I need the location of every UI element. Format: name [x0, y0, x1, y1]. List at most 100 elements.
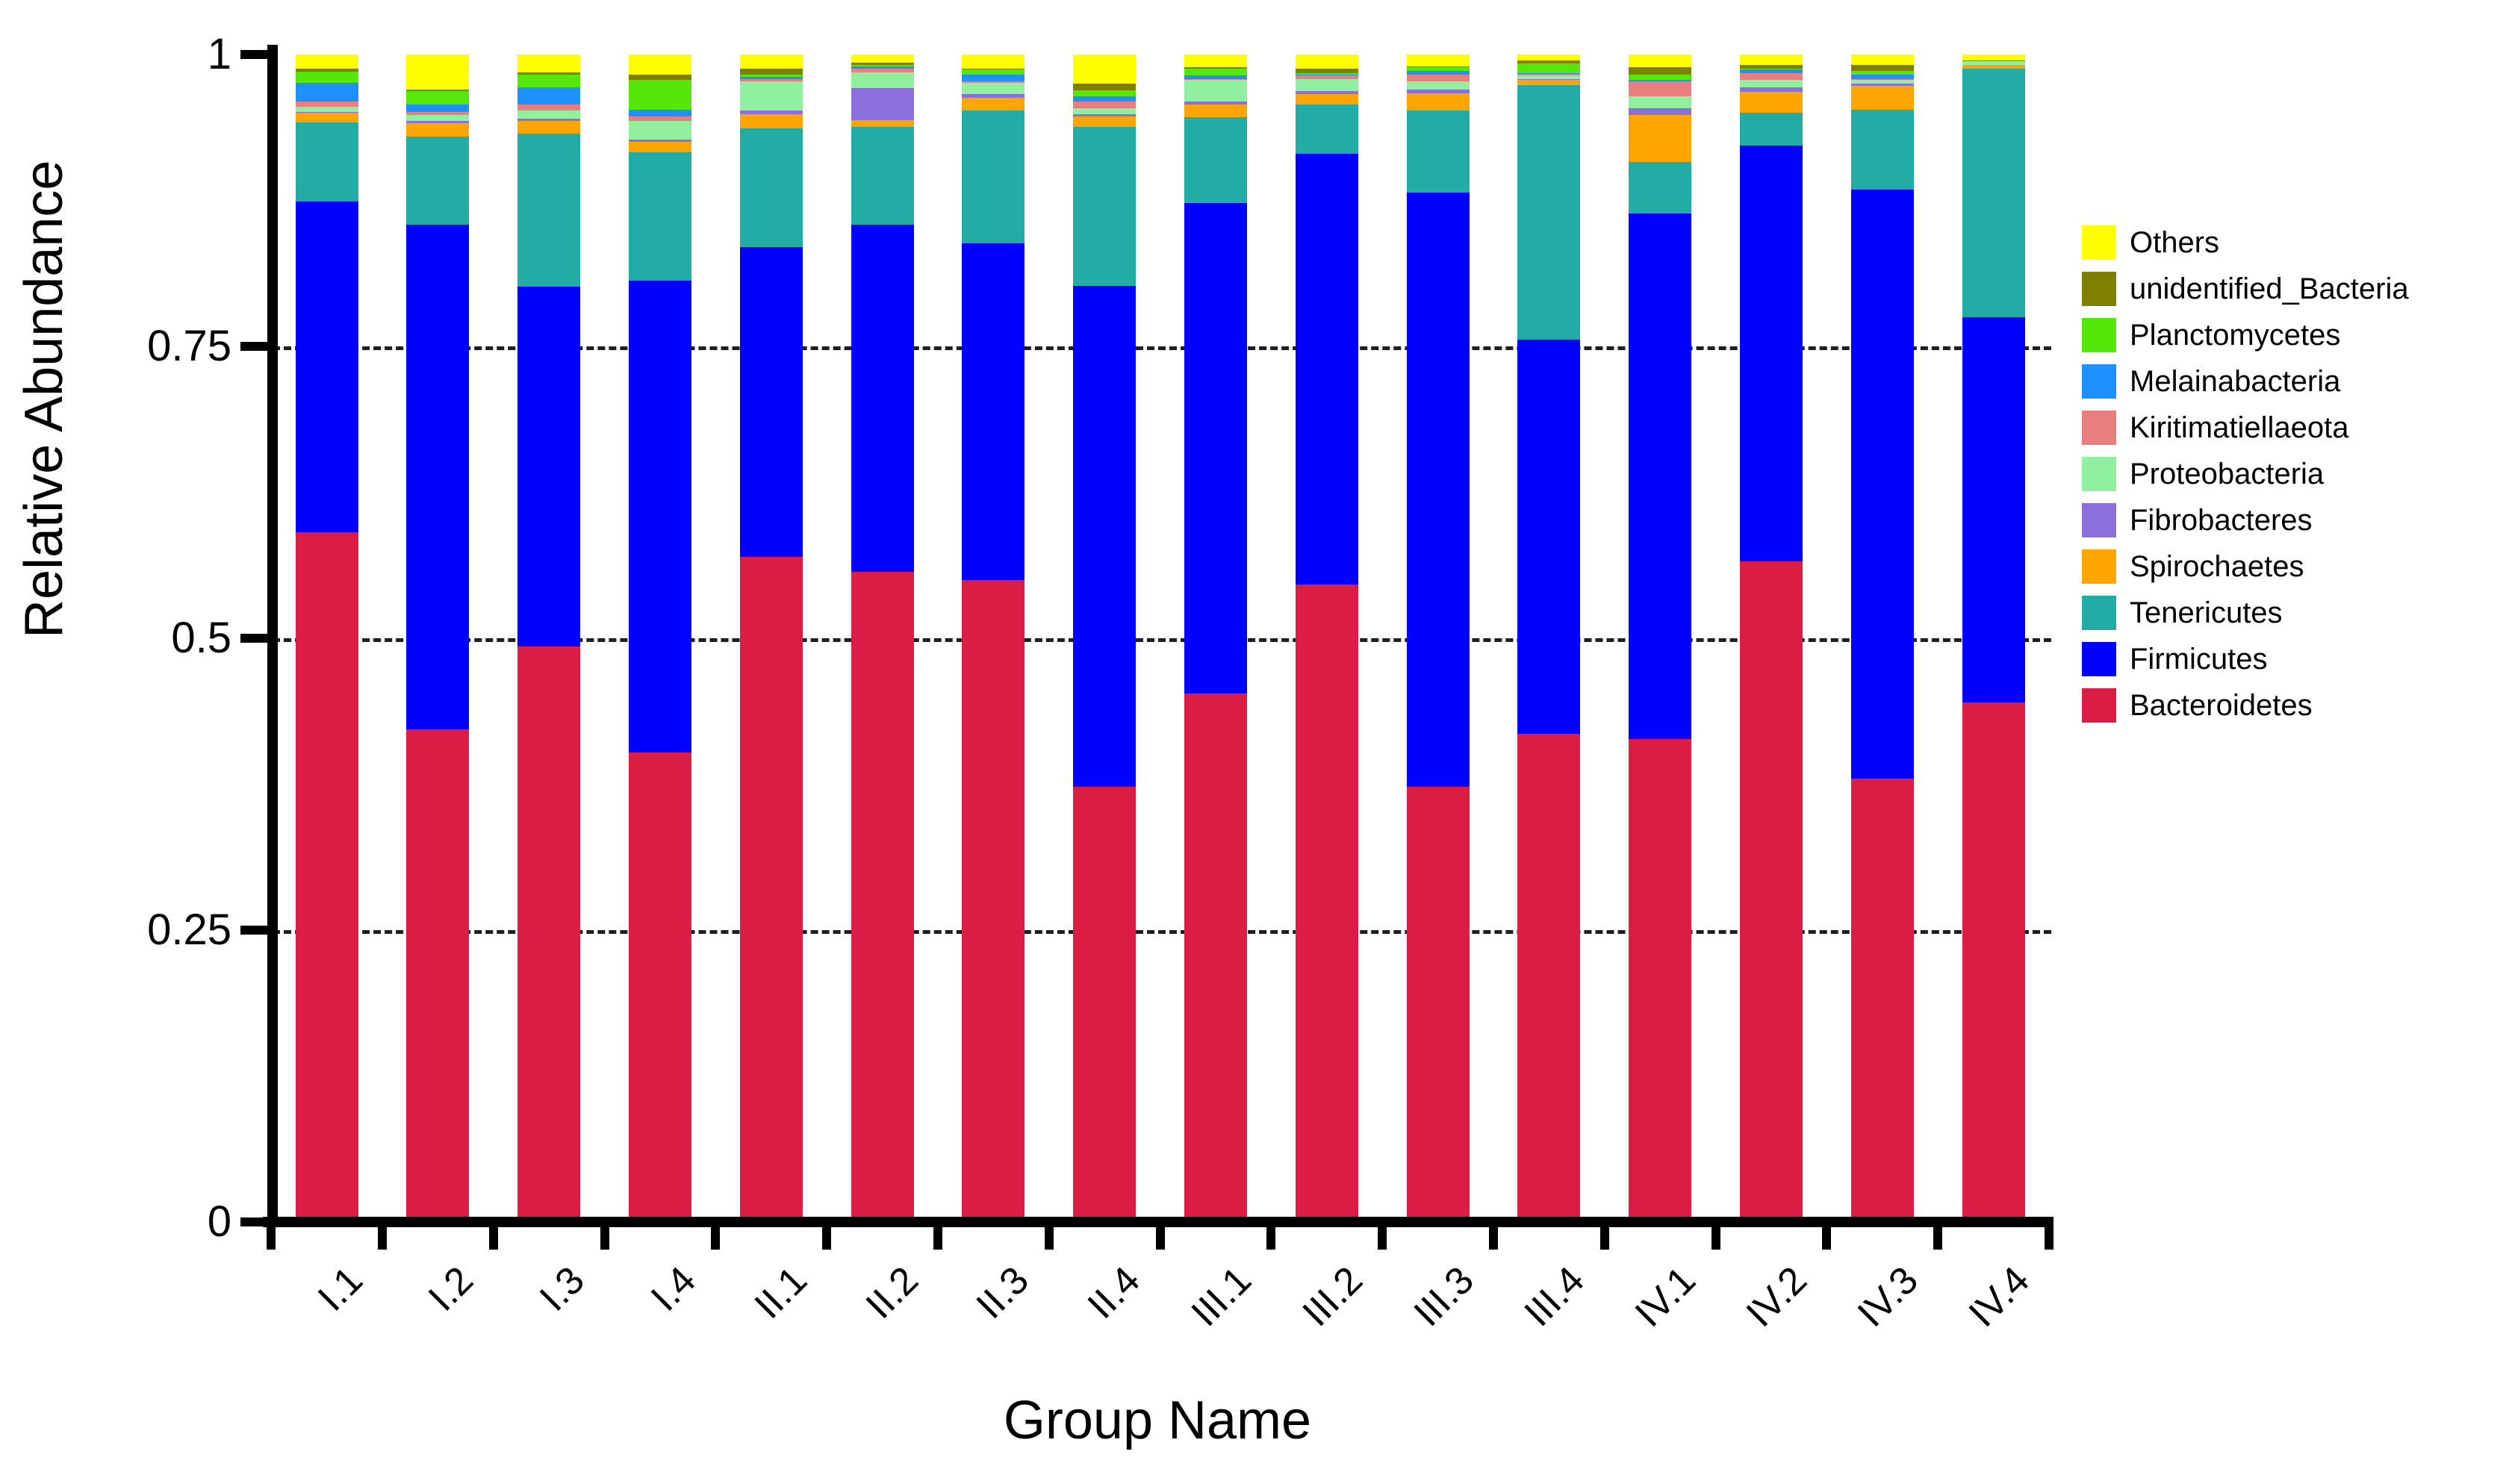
segment-II.1-Bacteroidetes — [739, 556, 803, 1222]
segment-I.3-Melainabacteria — [517, 87, 581, 105]
segment-IV.2-unidentified_Bacteria — [1739, 64, 1803, 69]
segment-IV.1-Fibrobacteres — [1629, 107, 1692, 116]
y-tick-mark-0 — [240, 1218, 269, 1226]
segment-III.2-Tenericutes — [1295, 105, 1358, 155]
segment-I.2-unidentified_Bacteria — [406, 89, 470, 91]
segment-IV.2-Spirochaetes — [1739, 92, 1803, 113]
segment-III.3-Kiritimatiellaeota — [1406, 74, 1470, 81]
legend-label-Others: Others — [2130, 226, 2220, 259]
segment-IV.4-Proteobacteria — [1962, 61, 2025, 66]
segment-IV.3-Melainabacteria — [1850, 74, 1914, 79]
segment-I.3-Fibrobacteres — [517, 119, 581, 122]
segment-III.3-Spirochaetes — [1406, 93, 1470, 111]
segment-II.3-Melainabacteria — [962, 74, 1025, 82]
segment-III.2-Firmicutes — [1295, 154, 1358, 585]
segment-I.4-Proteobacteria — [628, 121, 691, 140]
segment-II.4-Spirochaetes — [1073, 116, 1137, 127]
segment-II.2-Kiritimatiellaeota — [851, 68, 914, 72]
x-tick-mark-11 — [1488, 1227, 1498, 1250]
segment-III.4-Melainabacteria — [1517, 72, 1581, 75]
segment-II.3-unidentified_Bacteria — [962, 68, 1025, 70]
segment-II.2-unidentified_Bacteria — [851, 63, 914, 66]
segment-I.4-Fibrobacteres — [628, 140, 691, 143]
segment-II.3-Planctomycetes — [962, 69, 1025, 75]
segment-III.1-unidentified_Bacteria — [1184, 67, 1247, 69]
segment-I.2-Kiritimatiellaeota — [406, 111, 470, 116]
segment-II.2-Fibrobacteres — [851, 88, 914, 120]
segment-III.2-Others — [1295, 54, 1358, 69]
segment-I.1-Planctomycetes — [295, 72, 358, 83]
segment-IV.4-unidentified_Bacteria — [1962, 60, 2025, 62]
segment-II.1-Tenericutes — [739, 128, 803, 247]
segment-IV.2-Proteobacteria — [1739, 80, 1803, 87]
segment-II.2-Spirochaetes — [851, 119, 914, 128]
segment-I.1-Kiritimatiellaeota — [295, 101, 358, 107]
plot-area — [273, 54, 2051, 1222]
bar-I.3 — [517, 54, 581, 1222]
legend-item-Kiritimatiellaeota: Kiritimatiellaeota — [2082, 411, 2409, 445]
segment-III.3-Others — [1406, 54, 1470, 66]
y-tick-mark-1 — [240, 50, 269, 59]
segment-I.4-Planctomycetes — [628, 80, 691, 110]
x-axis-title: Group Name — [1003, 1391, 1312, 1450]
segment-I.3-Spirochaetes — [517, 121, 581, 134]
bar-III.4 — [1517, 54, 1581, 1222]
segment-II.1-Fibrobacteres — [739, 110, 803, 114]
segment-III.3-Tenericutes — [1406, 110, 1470, 193]
x-tick-mark-4 — [711, 1227, 721, 1250]
segment-IV.2-Bacteroidetes — [1739, 561, 1803, 1222]
legend-item-Proteobacteria: Proteobacteria — [2082, 457, 2409, 491]
segment-II.2-Bacteroidetes — [851, 571, 914, 1222]
segment-I.4-unidentified_Bacteria — [628, 74, 691, 81]
segment-I.1-Others — [295, 54, 358, 69]
segment-III.1-Tenericutes — [1184, 117, 1247, 203]
segment-II.4-unidentified_Bacteria — [1073, 84, 1137, 91]
legend-swatch-Others — [2082, 225, 2116, 260]
y-tick-label-0: 0 — [207, 1197, 231, 1246]
segment-III.4-Proteobacteria — [1517, 75, 1581, 79]
segment-II.4-Planctomycetes — [1073, 90, 1137, 97]
segment-I.1-Proteobacteria — [295, 107, 358, 112]
segment-I.2-Fibrobacteres — [406, 121, 470, 124]
segment-IV.4-Tenericutes — [1962, 68, 2025, 317]
segment-IV.3-Firmicutes — [1850, 190, 1914, 779]
segment-IV.3-unidentified_Bacteria — [1850, 65, 1914, 71]
segment-I.1-unidentified_Bacteria — [295, 68, 358, 72]
segment-IV.1-Kiritimatiellaeota — [1629, 81, 1692, 97]
bar-II.1 — [739, 54, 803, 1222]
segment-I.3-Planctomycetes — [517, 74, 581, 87]
legend-item-Others: Others — [2082, 225, 2409, 260]
legend-item-Melainabacteria: Melainabacteria — [2082, 364, 2409, 399]
x-tick-mark-9 — [1266, 1227, 1276, 1250]
segment-II.4-Tenericutes — [1073, 126, 1137, 286]
bar-I.2 — [406, 54, 470, 1222]
segment-II.1-Melainabacteria — [739, 76, 803, 79]
legend-label-Kiritimatiellaeota: Kiritimatiellaeota — [2130, 411, 2349, 444]
legend-label-Spirochaetes: Spirochaetes — [2130, 550, 2304, 583]
segment-IV.2-Kiritimatiellaeota — [1739, 72, 1803, 81]
segment-I.1-Firmicutes — [295, 202, 358, 532]
y-axis-title: Relative Abundance — [14, 160, 74, 638]
segment-IV.1-Firmicutes — [1629, 213, 1692, 739]
segment-IV.3-Kiritimatiellaeota — [1850, 78, 1914, 81]
segment-I.4-Tenericutes — [628, 152, 691, 281]
segment-I.4-Spirochaetes — [628, 142, 691, 153]
segment-IV.4-Spirochaetes — [1962, 65, 2025, 69]
x-axis-line — [263, 1217, 2053, 1227]
y-axis-line — [267, 45, 278, 1227]
segment-II.2-Firmicutes — [851, 225, 914, 572]
legend-swatch-Spirochaetes — [2082, 549, 2116, 584]
segment-IV.3-Others — [1850, 54, 1914, 66]
segment-II.3-Fibrobacteres — [962, 94, 1025, 98]
segment-IV.3-Proteobacteria — [1850, 80, 1914, 84]
segment-II.1-Proteobacteria — [739, 81, 803, 111]
segment-IV.2-Tenericutes — [1739, 113, 1803, 146]
bar-I.1 — [295, 54, 358, 1222]
legend-swatch-unidentified_Bacteria — [2082, 272, 2116, 306]
gridline-0.5 — [273, 638, 2051, 642]
segment-I.1-Spirochaetes — [295, 113, 358, 122]
bars-container — [273, 54, 2050, 1222]
segment-II.3-Others — [962, 54, 1025, 69]
segment-III.1-Firmicutes — [1184, 202, 1247, 693]
segment-I.4-Bacteroidetes — [628, 752, 691, 1222]
